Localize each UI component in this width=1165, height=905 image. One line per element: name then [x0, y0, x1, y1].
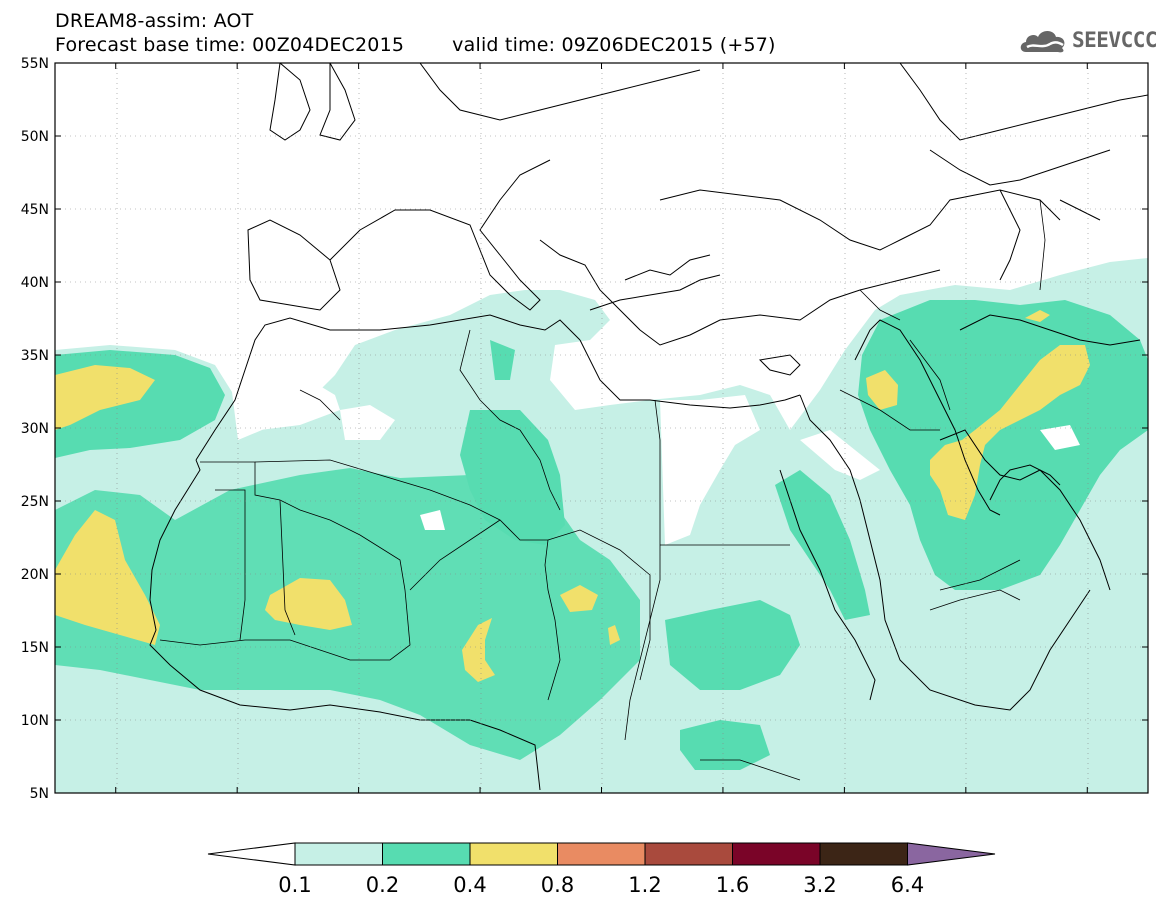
- colorbar-box: [644, 842, 733, 866]
- lat-label: 25N: [21, 494, 49, 510]
- colorbar-box: [382, 842, 471, 866]
- seevccc-logo: SEEVCCC: [1018, 26, 1158, 54]
- colorbar-tick-label: 0.8: [541, 873, 574, 897]
- lat-label: 30N: [21, 421, 49, 437]
- lat-label: 15N: [21, 640, 49, 656]
- colorbar-boxes: [207, 842, 996, 866]
- colorbar-box: [557, 842, 646, 866]
- map-title: DREAM8-assim: AOT: [55, 10, 254, 32]
- colorbar-tick-label: 0.2: [366, 873, 399, 897]
- valid-time: valid time: 09Z06DEC2015 (+57): [452, 34, 776, 56]
- colorbar-tick-label: 6.4: [891, 873, 924, 897]
- colorbar-tick-label: 3.2: [803, 873, 836, 897]
- colorbar-upper-extension: [907, 842, 996, 866]
- aot-band-0.4-0.8: [55, 310, 1090, 682]
- colorbar-tick-label: 1.6: [716, 873, 749, 897]
- axis-ticks: [55, 62, 1148, 794]
- colorbar-tick-labels: 0.1 0.2 0.4 0.8 1.2 1.6 3.2 6.4: [278, 873, 924, 897]
- logo-text: SEEVCCC: [1072, 28, 1158, 52]
- lat-label: 10N: [21, 713, 49, 729]
- lat-label: 40N: [21, 275, 49, 291]
- colorbar-lower-extension: [207, 842, 296, 866]
- gridlines: [55, 63, 1148, 793]
- lat-label: 50N: [21, 129, 49, 145]
- lat-label: 20N: [21, 567, 49, 583]
- lat-label: 45N: [21, 202, 49, 218]
- lat-label: 5N: [30, 786, 49, 800]
- colorbar-box: [819, 842, 908, 866]
- lat-label: 35N: [21, 348, 49, 364]
- colorbar-box: [732, 842, 821, 866]
- lat-label: 55N: [21, 56, 49, 72]
- colorbar-tick-label: 1.2: [628, 873, 661, 897]
- time-info: Forecast base time: 00Z04DEC2015 valid ti…: [55, 34, 776, 56]
- base-time: Forecast base time: 00Z04DEC2015: [55, 34, 405, 56]
- latitude-labels: 55N 50N 45N 40N 35N 30N 25N 20N 15N 10N 5N: [21, 56, 49, 800]
- colorbar-box: [294, 842, 383, 866]
- colorbar-box: [469, 842, 558, 866]
- aot-band-below-0.1: [240, 380, 1080, 545]
- cloud-icon: [1020, 31, 1065, 53]
- colorbar-tick-label: 0.4: [453, 873, 486, 897]
- country-borders: [159, 199, 1046, 781]
- colorbar-tick-label: 0.1: [278, 873, 311, 897]
